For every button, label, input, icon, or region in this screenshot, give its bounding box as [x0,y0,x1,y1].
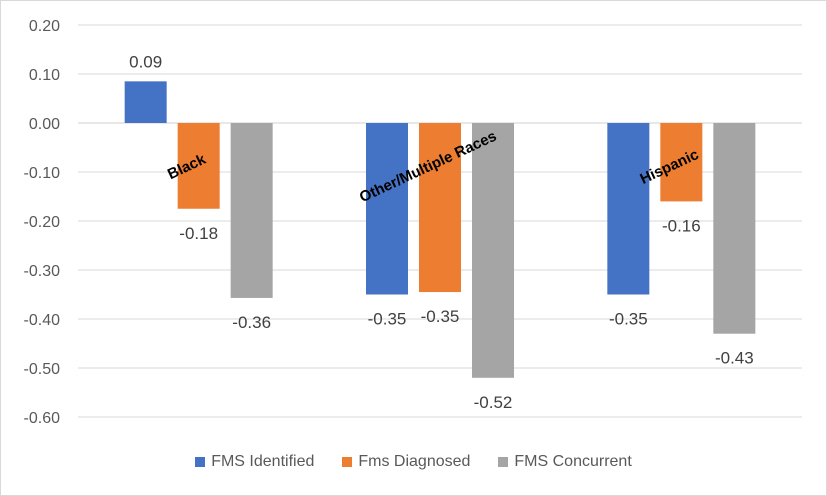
y-tick-label: 0.00 [29,116,60,133]
bar [366,123,408,295]
data-label: -0.35 [368,310,407,329]
data-label: -0.35 [421,307,460,326]
data-label: -0.35 [609,310,648,329]
data-label: -0.43 [715,349,754,368]
legend-item-fms-identified: FMS Identified [195,453,314,471]
chart-legend: FMS Identified Fms Diagnosed FMS Concurr… [0,450,827,474]
bar [660,123,703,202]
bar [124,81,167,123]
y-tick-label: -0.50 [24,361,61,378]
legend-swatch-fms-identified [195,457,206,467]
bar-chart: 0.20 0.10 0.00 -0.10 -0.20 -0.30 -0.40 -0.50 -0.… [24,18,802,427]
y-tick-label: -0.40 [24,312,61,329]
legend-label-fms-diagnosed: Fms Diagnosed [358,453,471,470]
bar [230,123,273,298]
bar [419,123,461,293]
data-label: -0.36 [232,313,271,332]
y-tick-label: -0.60 [24,410,61,427]
legend-label-fms-concurrent: FMS Concurrent [514,453,632,470]
y-tick-label: 0.10 [29,67,60,84]
legend-item-fms-diagnosed: Fms Diagnosed [342,453,470,471]
data-label: -0.52 [474,393,513,412]
bar [607,123,650,295]
data-label: 0.09 [129,52,162,71]
bar [472,123,514,378]
legend-swatch-fms-diagnosed [342,457,353,467]
data-label: -0.16 [662,216,701,235]
bar [713,123,756,334]
y-tick-label: -0.20 [24,214,61,231]
data-label: -0.18 [179,224,218,243]
y-tick-label: 0.20 [29,18,60,35]
y-tick-label: -0.10 [24,165,61,182]
legend-label-fms-identified: FMS Identified [211,453,315,470]
y-tick-label: -0.30 [24,263,61,280]
bar [177,123,220,209]
legend-swatch-fms-concurrent [498,457,509,467]
legend-item-fms-concurrent: FMS Concurrent [498,453,632,471]
